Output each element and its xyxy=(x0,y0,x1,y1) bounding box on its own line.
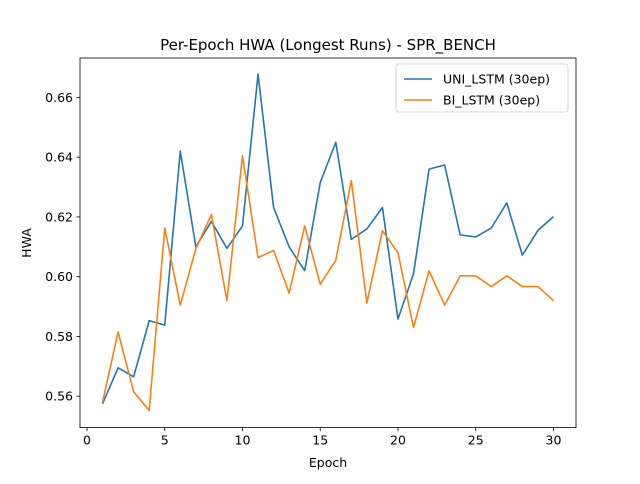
legend: UNI_LSTM (30ep) BI_LSTM (30ep) xyxy=(395,63,569,113)
series-line-uni-lstm xyxy=(101,73,554,405)
y-axis-label: HWA xyxy=(19,228,34,258)
legend-label: BI_LSTM (30ep) xyxy=(443,93,540,108)
x-tick-label: 10 xyxy=(235,433,251,448)
legend-frame xyxy=(395,63,569,113)
x-tick-label: 15 xyxy=(312,433,328,448)
y-tick-label: 0.58 xyxy=(45,329,73,344)
y-tick-label: 0.66 xyxy=(45,90,73,105)
x-axis: 0 5 10 15 20 25 30 xyxy=(83,427,562,448)
legend-label: UNI_LSTM (30ep) xyxy=(443,72,550,87)
x-tick-label: 20 xyxy=(390,433,406,448)
plot-lines xyxy=(101,73,554,412)
y-axis: 0.56 0.58 0.60 0.62 0.64 0.66 xyxy=(45,90,80,404)
series-line-bi-lstm xyxy=(101,154,554,412)
x-tick-label: 0 xyxy=(83,433,91,448)
plot-frame xyxy=(79,57,577,429)
y-tick-label: 0.64 xyxy=(45,150,73,165)
x-axis-label: Epoch xyxy=(309,455,347,470)
x-tick-label: 25 xyxy=(468,433,484,448)
chart-title: Per-Epoch HWA (Longest Runs) - SPR_BENCH xyxy=(160,36,496,55)
x-tick-label: 30 xyxy=(546,433,562,448)
y-tick-label: 0.60 xyxy=(45,269,73,284)
y-tick-label: 0.62 xyxy=(45,209,73,224)
y-tick-label: 0.56 xyxy=(45,389,73,404)
x-tick-label: 5 xyxy=(161,433,169,448)
